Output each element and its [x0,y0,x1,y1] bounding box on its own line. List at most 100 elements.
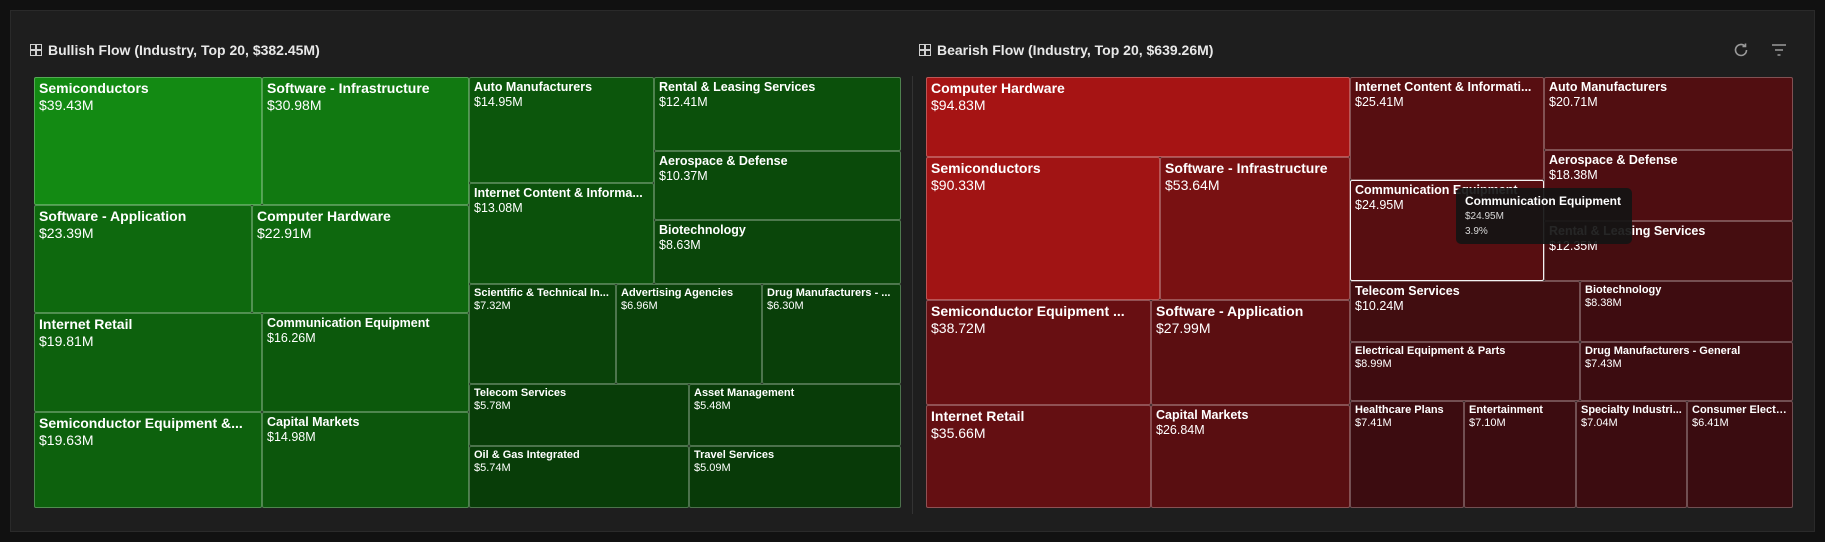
bullish-tile-advertising-agencies[interactable]: Advertising Agencies $6.96M [616,284,762,384]
tile-value: $13.08M [474,201,523,215]
tile-label: Oil & Gas Integrated [474,449,580,461]
tile-value: $7.10M [1469,417,1506,429]
tile-label: Software - Infrastructure [1165,160,1328,176]
bullish-tile-biotechnology[interactable]: Biotechnology $8.63M [654,220,901,284]
tile-value: $22.91M [257,225,312,241]
bullish-tile-telecom-services[interactable]: Telecom Services $5.78M [469,384,689,446]
bearish-tile-internet-content-informati[interactable]: Internet Content & Informati... $25.41M [1350,77,1544,180]
tile-value: $24.95M [1355,198,1404,212]
tile-value: $30.98M [267,97,322,113]
bearish-tile-semiconductors[interactable]: Semiconductors $90.33M [926,157,1160,300]
bearish-title-text: Bearish Flow (Industry, Top 20, $639.26M… [937,42,1214,58]
bullish-tile-semiconductor-equipment[interactable]: Semiconductor Equipment &... $19.63M [34,412,262,508]
bullish-tile-rental-leasing-services[interactable]: Rental & Leasing Services $12.41M [654,77,901,151]
tile-value: $18.38M [1549,168,1598,182]
tile-label: Semiconductors [931,160,1041,176]
tile-value: $25.41M [1355,95,1404,109]
tile-label: Semiconductors [39,80,149,96]
bearish-panel-title: Bearish Flow (Industry, Top 20, $639.26M… [919,40,1213,60]
tile-value: $6.96M [621,300,658,312]
tile-value: $14.95M [474,95,523,109]
tooltip-percent: 3.9% [1465,226,1488,237]
bullish-tile-capital-markets[interactable]: Capital Markets $14.98M [262,412,469,508]
bullish-tile-software-application[interactable]: Software - Application $23.39M [34,205,252,313]
bullish-tile-travel-services[interactable]: Travel Services $5.09M [689,446,901,508]
bullish-tile-internet-retail[interactable]: Internet Retail $19.81M [34,313,262,412]
bearish-tile-software-infrastructure[interactable]: Software - Infrastructure $53.64M [1160,157,1350,300]
tile-label: Entertainment [1469,404,1543,416]
tile-label: Capital Markets [1156,408,1249,422]
bullish-tile-oil-gas-integrated[interactable]: Oil & Gas Integrated $5.74M [469,446,689,508]
tile-value: $94.83M [931,97,986,113]
filter-button[interactable] [1767,38,1791,62]
tile-value: $7.32M [474,300,511,312]
bearish-tile-consumer-electr[interactable]: Consumer Electr... $6.41M [1687,401,1793,508]
bearish-tile-auto-manufacturers[interactable]: Auto Manufacturers $20.71M [1544,77,1793,150]
tile-value: $19.63M [39,432,94,448]
tile-label: Internet Content & Informa... [474,186,643,200]
bearish-tile-telecom-services[interactable]: Telecom Services $10.24M [1350,281,1580,342]
tile-label: Internet Retail [931,408,1025,424]
tile-value: $39.43M [39,97,94,113]
filter-icon [1772,44,1786,56]
tile-label: Biotechnology [659,223,746,237]
tile-value: $8.99M [1355,358,1392,370]
bearish-tile-healthcare-plans[interactable]: Healthcare Plans $7.41M [1350,401,1464,508]
tile-label: Specialty Industri... [1581,404,1682,416]
bearish-tile-software-application[interactable]: Software - Application $27.99M [1151,300,1350,405]
tile-value: $10.37M [659,169,708,183]
tile-label: Asset Management [694,387,795,399]
tile-label: Telecom Services [474,387,567,399]
bullish-tile-asset-management[interactable]: Asset Management $5.48M [689,384,901,446]
panel-divider [912,76,913,514]
bullish-tile-internet-content-informa[interactable]: Internet Content & Informa... $13.08M [469,183,654,284]
tile-value: $19.81M [39,333,94,349]
tile-label: Rental & Leasing Services [659,80,816,94]
tile-label: Software - Infrastructure [267,80,430,96]
tile-label: Auto Manufacturers [1549,80,1668,94]
bullish-tile-semiconductors[interactable]: Semiconductors $39.43M [34,77,262,205]
tile-value: $35.66M [931,425,986,441]
tile-value: $5.78M [474,400,511,412]
tooltip-value: $24.95M [1465,211,1504,222]
tile-value: $10.24M [1355,299,1404,313]
tile-label: Drug Manufacturers - General [1585,345,1741,357]
refresh-button[interactable] [1729,38,1753,62]
bullish-tile-software-infrastructure[interactable]: Software - Infrastructure $30.98M [262,77,469,205]
bearish-tile-computer-hardware[interactable]: Computer Hardware $94.83M [926,77,1350,157]
tile-value: $5.09M [694,462,731,474]
bullish-tile-aerospace-defense[interactable]: Aerospace & Defense $10.37M [654,151,901,220]
tile-label: Computer Hardware [257,208,391,224]
tile-value: $7.43M [1585,358,1622,370]
bullish-tile-scientific-technical-in[interactable]: Scientific & Technical In... $7.32M [469,284,616,384]
bearish-tile-biotechnology[interactable]: Biotechnology $8.38M [1580,281,1793,342]
tile-tooltip: Communication Equipment $24.95M 3.9% [1456,188,1632,244]
bullish-tile-computer-hardware[interactable]: Computer Hardware $22.91M [252,205,469,313]
tile-label: Aerospace & Defense [1549,153,1678,167]
bullish-tile-drug-manufacturers[interactable]: Drug Manufacturers - ... $6.30M [762,284,901,384]
tile-label: Software - Application [1156,303,1304,319]
bullish-title-text: Bullish Flow (Industry, Top 20, $382.45M… [48,42,320,58]
tile-value: $5.48M [694,400,731,412]
bearish-tile-electrical-equipment-parts[interactable]: Electrical Equipment & Parts $8.99M [1350,342,1580,401]
refresh-icon [1734,43,1748,57]
tile-label: Communication Equipment [267,316,430,330]
tile-label: Electrical Equipment & Parts [1355,345,1506,357]
tile-label: Telecom Services [1355,284,1460,298]
bullish-tile-auto-manufacturers[interactable]: Auto Manufacturers $14.95M [469,77,654,183]
bearish-tile-internet-retail[interactable]: Internet Retail $35.66M [926,405,1151,508]
bearish-tile-capital-markets[interactable]: Capital Markets $26.84M [1151,405,1350,508]
bearish-tile-semiconductor-equipment[interactable]: Semiconductor Equipment ... $38.72M [926,300,1151,405]
bullish-panel-title: Bullish Flow (Industry, Top 20, $382.45M… [30,40,320,60]
tile-value: $14.98M [267,430,316,444]
bullish-tile-communication-equipment[interactable]: Communication Equipment $16.26M [262,313,469,412]
bearish-tile-entertainment[interactable]: Entertainment $7.10M [1464,401,1576,508]
bearish-tile-specialty-industri[interactable]: Specialty Industri... $7.04M [1576,401,1687,508]
tile-value: $53.64M [1165,177,1220,193]
tile-label: Travel Services [694,449,775,461]
tile-label: Semiconductor Equipment &... [39,415,243,431]
tile-label: Auto Manufacturers [474,80,593,94]
bearish-tile-drug-manufacturers-general[interactable]: Drug Manufacturers - General $7.43M [1580,342,1793,401]
tile-value: $6.30M [767,300,804,312]
treemap-icon [30,44,42,56]
